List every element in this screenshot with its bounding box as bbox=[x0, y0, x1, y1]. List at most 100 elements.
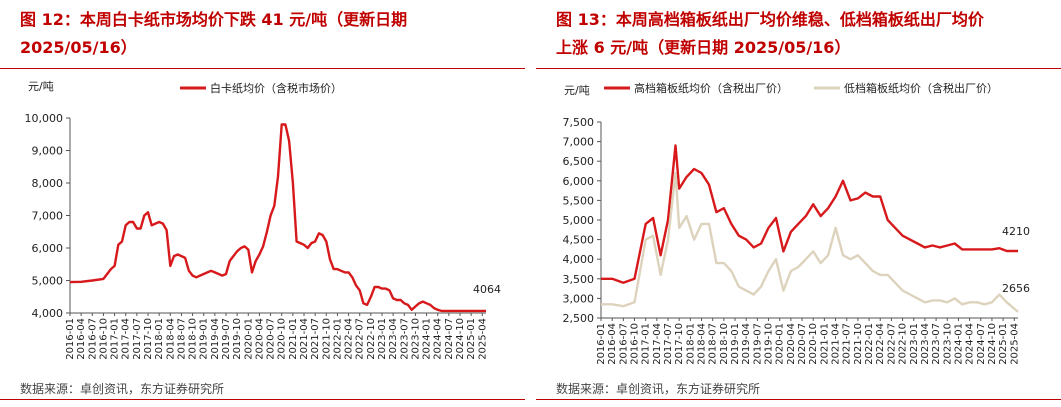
x-tick-label: 2023-10 bbox=[410, 318, 421, 360]
legend-label-high: 高档箱板纸均价（含税出厂价） bbox=[634, 81, 788, 95]
x-tick-label: 2017-04 bbox=[652, 323, 663, 365]
x-tick-label: 2021-10 bbox=[321, 318, 332, 360]
x-tick-label: 2023-07 bbox=[931, 323, 942, 365]
x-tick-label: 2024-04 bbox=[433, 318, 444, 360]
y-tick-label: 6,500 bbox=[563, 155, 595, 168]
x-tick-label: 2020-01 bbox=[775, 323, 786, 365]
x-tick-label: 2021-04 bbox=[299, 318, 310, 360]
x-tick-label: 2021-07 bbox=[842, 323, 853, 365]
x-tick-label: 2019-07 bbox=[752, 323, 763, 365]
x-tick-label: 2019-01 bbox=[199, 318, 210, 360]
y-tick-label: 2,500 bbox=[563, 312, 595, 325]
end-value-label: 2656 bbox=[1002, 282, 1030, 295]
x-tick-label: 2017-07 bbox=[132, 318, 143, 360]
x-tick-label: 2021-01 bbox=[288, 318, 299, 360]
x-tick-label: 2017-10 bbox=[674, 323, 685, 365]
chart-white-cardboard: 元/吨 白卡纸均价（含税市场价） 4,000 5,000 6,000 7,000 8,0… bbox=[25, 80, 502, 360]
y-tick-label: 4,500 bbox=[563, 234, 595, 247]
y-tick-label: 6,000 bbox=[563, 175, 595, 188]
y-tick-label: 5,500 bbox=[563, 194, 595, 207]
x-tick-label: 2016-07 bbox=[618, 323, 629, 365]
legend-label: 白卡纸均价（含税市场价） bbox=[210, 81, 342, 95]
y-tick-label: 4,000 bbox=[563, 253, 595, 266]
end-value-label: 4064 bbox=[473, 283, 501, 296]
figure-13-title-line2: 上涨 6 元/吨（更新日期 2025/05/16） bbox=[556, 38, 851, 57]
y-tick-label: 7,000 bbox=[563, 136, 595, 149]
x-tick-label: 2016-01 bbox=[65, 318, 76, 360]
x-tick-label: 2020-04 bbox=[254, 318, 265, 360]
x-tick-label: 2020-01 bbox=[243, 318, 254, 360]
figure-12-title-line2: 2025/05/16） bbox=[20, 38, 137, 57]
x-tick-label: 2025-01 bbox=[998, 323, 1009, 365]
x-tick-label: 2018-04 bbox=[165, 318, 176, 360]
x-tick-label: 2017-10 bbox=[143, 318, 154, 360]
x-tick-label: 2018-10 bbox=[188, 318, 199, 360]
y-tick-label: 3,500 bbox=[563, 273, 595, 286]
y-axis-label: 元/吨 bbox=[564, 84, 590, 97]
x-tick-label: 2024-01 bbox=[953, 323, 964, 365]
figure-12-title-line1: 图 12：本周白卡纸市场均价下跌 41 元/吨（更新日期 bbox=[20, 10, 408, 29]
y-tick-label: 5,000 bbox=[32, 275, 64, 288]
x-tick-label: 2021-07 bbox=[310, 318, 321, 360]
x-tick-label: 2023-04 bbox=[920, 323, 931, 365]
y-tick-label: 3,000 bbox=[563, 292, 595, 305]
x-tick-label: 2016-10 bbox=[630, 323, 641, 365]
x-tick-label: 2017-01 bbox=[641, 323, 652, 365]
x-tick-label: 2017-01 bbox=[110, 318, 121, 360]
x-tick-label: 2023-01 bbox=[909, 323, 920, 365]
x-tick-label: 2024-07 bbox=[976, 323, 987, 365]
x-tick-label: 2025-04 bbox=[1009, 323, 1020, 365]
x-tick-label: 2020-10 bbox=[808, 323, 819, 365]
figure-13-title: 图 13：本周高档箱板纸出厂均价维稳、低档箱板纸出厂均价 上涨 6 元/吨（更新… bbox=[556, 6, 1061, 62]
x-tick-label: 2022-04 bbox=[344, 318, 355, 360]
x-tick-label: 2018-04 bbox=[697, 323, 708, 365]
x-tick-label: 2022-10 bbox=[366, 318, 377, 360]
x-tick-label: 2020-07 bbox=[797, 323, 808, 365]
x-tick-label: 2017-07 bbox=[663, 323, 674, 365]
x-tick-label: 2023-10 bbox=[942, 323, 953, 365]
y-tick-label: 7,500 bbox=[563, 116, 595, 129]
legend: 高档箱板纸均价（含税出厂价） 低档箱板纸均价（含税出厂价） bbox=[604, 81, 998, 95]
figure-12: 图 12：本周白卡纸市场均价下跌 41 元/吨（更新日期 2025/05/16）… bbox=[0, 0, 530, 407]
x-tick-label: 2018-01 bbox=[685, 323, 696, 365]
y-tick-label: 10,000 bbox=[25, 112, 64, 125]
x-tick-label: 2023-07 bbox=[399, 318, 410, 360]
y-tick-label: 4,000 bbox=[32, 307, 64, 320]
x-tick-label: 2019-01 bbox=[730, 323, 741, 365]
series-line-1 bbox=[69, 123, 486, 313]
figure-12-source: 数据来源：卓创资讯，东方证券研究所 bbox=[20, 382, 225, 396]
x-tick-label: 2021-01 bbox=[819, 323, 830, 365]
x-tick-label: 2022-07 bbox=[886, 323, 897, 365]
x-tick-label: 2016-01 bbox=[596, 323, 607, 365]
x-tick-label: 2019-04 bbox=[741, 323, 752, 365]
x-tick-label: 2019-04 bbox=[210, 318, 221, 360]
x-tick-label: 2021-10 bbox=[853, 323, 864, 365]
x-tick-label: 2018-07 bbox=[176, 318, 187, 360]
figure-12-title: 图 12：本周白卡纸市场均价下跌 41 元/吨（更新日期 2025/05/16） bbox=[20, 6, 525, 62]
legend: 白卡纸均价（含税市场价） bbox=[180, 81, 342, 95]
x-tick-label: 2022-07 bbox=[355, 318, 366, 360]
x-tick-label: 2018-01 bbox=[154, 318, 165, 360]
y-axis-label: 元/吨 bbox=[28, 80, 54, 93]
x-tick-label: 2018-10 bbox=[719, 323, 730, 365]
x-tick-label: 2017-04 bbox=[121, 318, 132, 360]
x-tick-label: 2024-04 bbox=[965, 323, 976, 365]
y-tick-label: 5,000 bbox=[563, 214, 595, 227]
figure-13-title-line1: 图 13：本周高档箱板纸出厂均价维稳、低档箱板纸出厂均价 bbox=[556, 10, 984, 29]
series-line-1 bbox=[601, 144, 1018, 284]
legend-label-low: 低档箱板纸均价（含税出厂价） bbox=[844, 81, 998, 95]
x-tick-label: 2020-07 bbox=[266, 318, 277, 360]
x-tick-label: 2021-04 bbox=[831, 323, 842, 365]
figure-13-bottom-divider bbox=[536, 399, 1061, 400]
y-tick-label: 6,000 bbox=[32, 242, 64, 255]
figure-13: 图 13：本周高档箱板纸出厂均价维稳、低档箱板纸出厂均价 上涨 6 元/吨（更新… bbox=[536, 0, 1061, 407]
x-tick-label: 2018-07 bbox=[708, 323, 719, 365]
figure-12-bottom-divider bbox=[0, 399, 525, 400]
x-tick-label: 2022-01 bbox=[864, 323, 875, 365]
x-tick-label: 2016-04 bbox=[76, 318, 87, 360]
chart-linerboard: 元/吨 高档箱板纸均价（含税出厂价） 低档箱板纸均价（含税出厂价） 2,500 3… bbox=[563, 81, 1031, 365]
y-tick-label: 7,000 bbox=[32, 210, 64, 223]
x-tick-label: 2024-07 bbox=[444, 318, 455, 360]
x-tick-label: 2020-10 bbox=[277, 318, 288, 360]
x-tick-label: 2023-04 bbox=[388, 318, 399, 360]
